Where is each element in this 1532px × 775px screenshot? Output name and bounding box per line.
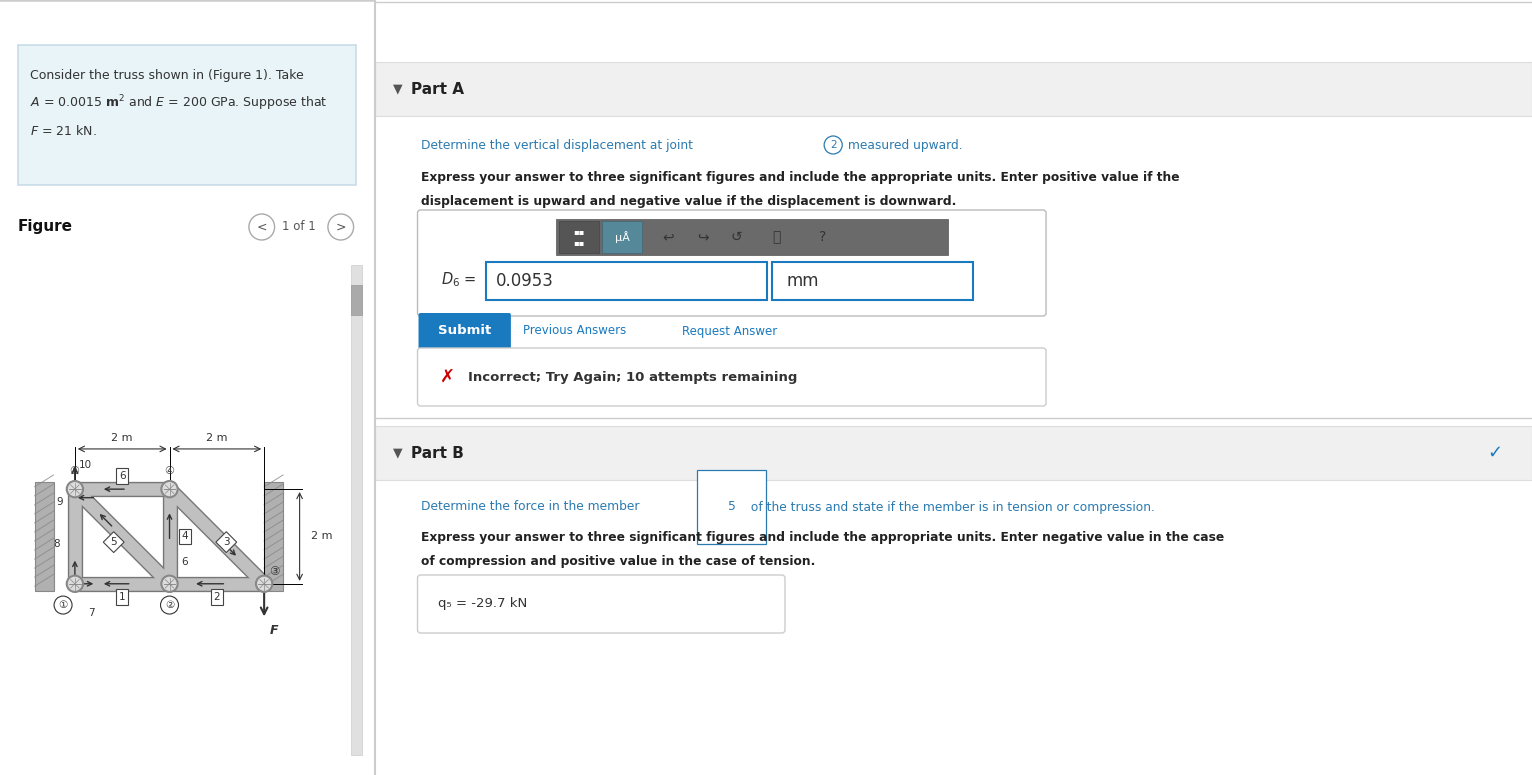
Text: ?: ? [818, 230, 826, 244]
Bar [559, 221, 599, 253]
Text: ↺: ↺ [731, 230, 743, 244]
Polygon shape [103, 532, 124, 553]
Circle shape [69, 577, 81, 590]
Text: ↩: ↩ [663, 230, 674, 244]
FancyBboxPatch shape [418, 348, 1046, 406]
Text: 3: 3 [224, 537, 230, 547]
Text: of the truss and state if the member is in tension or compression.: of the truss and state if the member is … [746, 501, 1155, 514]
Text: ▼: ▼ [394, 446, 403, 460]
Circle shape [69, 483, 81, 495]
Bar [486, 262, 768, 300]
Text: Determine the force in the member: Determine the force in the member [420, 501, 643, 514]
Text: 9: 9 [57, 498, 63, 508]
Text: q₅ = -29.7 kN: q₅ = -29.7 kN [438, 598, 527, 611]
Text: Determine the vertical displacement at joint: Determine the vertical displacement at j… [420, 139, 697, 151]
Text: of compression and positive value in the case of tension.: of compression and positive value in the… [420, 554, 815, 567]
Text: $\mathit{F}$ = 21 kN.: $\mathit{F}$ = 21 kN. [29, 124, 97, 138]
Text: mm: mm [787, 272, 820, 290]
Circle shape [256, 575, 273, 592]
Text: Consider the truss shown in (Figure 1). Take: Consider the truss shown in (Figure 1). … [29, 68, 303, 81]
Polygon shape [216, 532, 237, 553]
Text: 2 m: 2 m [207, 433, 228, 443]
Text: displacement is upward and negative value if the displacement is downward.: displacement is upward and negative valu… [420, 195, 956, 208]
Text: ▪▪
▪▪: ▪▪ ▪▪ [573, 227, 585, 246]
Text: measured upward.: measured upward. [844, 139, 962, 151]
Bar [602, 221, 642, 253]
Text: $\mathit{A}$ = 0.0015 $\mathbf{m}^2$ and $\mathit{E}$ = 200 GPa. Suppose that: $\mathit{A}$ = 0.0015 $\mathbf{m}^2$ and… [29, 93, 328, 113]
Text: 8: 8 [54, 539, 60, 549]
Circle shape [248, 214, 274, 240]
Text: ③: ③ [270, 566, 280, 578]
Text: 6: 6 [181, 557, 188, 567]
Bar [556, 219, 948, 255]
Circle shape [54, 596, 72, 614]
Polygon shape [35, 482, 54, 591]
Text: Figure: Figure [18, 219, 74, 235]
Circle shape [257, 577, 271, 590]
Text: 5: 5 [728, 501, 735, 514]
Circle shape [162, 577, 176, 590]
Text: 4: 4 [181, 532, 188, 542]
Text: Previous Answers: Previous Answers [522, 325, 627, 337]
Text: 5: 5 [110, 537, 116, 547]
Text: 0.0953: 0.0953 [496, 272, 553, 290]
Text: ✓: ✓ [1488, 444, 1503, 462]
Text: ①: ① [58, 600, 67, 610]
Text: $D_6$ =: $D_6$ = [441, 270, 476, 289]
Circle shape [161, 575, 178, 592]
Text: F: F [270, 624, 279, 637]
Text: Part A: Part A [412, 81, 464, 97]
Circle shape [66, 480, 83, 498]
Text: ⬛: ⬛ [772, 230, 781, 244]
Circle shape [161, 596, 179, 614]
Text: 1: 1 [119, 592, 126, 602]
FancyBboxPatch shape [418, 575, 784, 633]
Text: 10: 10 [78, 460, 92, 470]
Text: μÅ: μÅ [614, 231, 630, 243]
Circle shape [161, 480, 178, 498]
Text: ②: ② [165, 600, 175, 610]
Bar [351, 265, 363, 755]
Polygon shape [264, 482, 283, 591]
Text: Express your answer to three significant figures and include the appropriate uni: Express your answer to three significant… [420, 531, 1224, 543]
Circle shape [328, 214, 354, 240]
Circle shape [824, 136, 843, 154]
Text: 2 m: 2 m [311, 532, 332, 542]
Bar [375, 62, 1532, 116]
Text: ✗: ✗ [440, 368, 455, 386]
Text: Request Answer: Request Answer [682, 325, 777, 337]
Text: 2: 2 [213, 592, 221, 602]
Text: 7: 7 [89, 608, 95, 618]
Text: Express your answer to three significant figures and include the appropriate uni: Express your answer to three significant… [420, 170, 1180, 184]
Circle shape [162, 483, 176, 495]
Text: Incorrect; Try Again; 10 attempts remaining: Incorrect; Try Again; 10 attempts remain… [467, 370, 797, 384]
Bar [375, 426, 1532, 480]
Circle shape [66, 575, 83, 592]
Text: Submit: Submit [438, 325, 492, 337]
Text: 6: 6 [119, 471, 126, 481]
Text: <: < [256, 221, 267, 233]
Text: 1 of 1: 1 of 1 [282, 221, 316, 233]
Bar [772, 262, 973, 300]
Bar [351, 285, 363, 315]
Bar [18, 45, 355, 185]
Text: Part B: Part B [412, 446, 464, 460]
Text: ▼: ▼ [394, 82, 403, 95]
Text: ⑤: ⑤ [69, 467, 80, 477]
Text: >: > [336, 221, 346, 233]
Text: ④: ④ [164, 467, 175, 477]
FancyBboxPatch shape [418, 210, 1046, 316]
Text: 2 m: 2 m [112, 433, 133, 443]
Text: 2: 2 [830, 140, 836, 150]
FancyBboxPatch shape [418, 313, 510, 349]
Text: ↪: ↪ [697, 230, 708, 244]
